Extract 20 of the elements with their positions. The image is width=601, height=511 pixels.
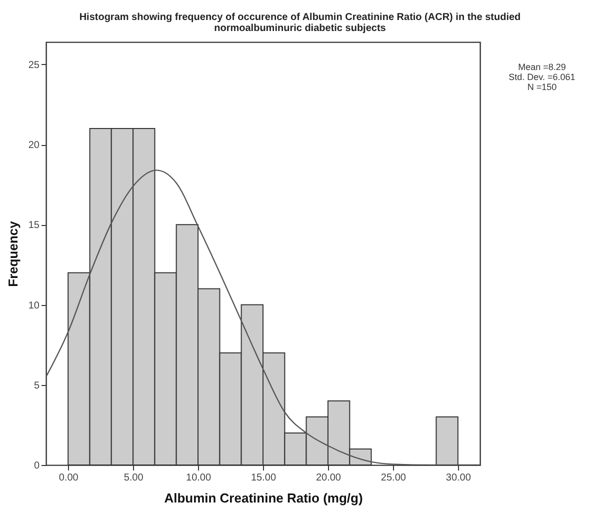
x-axis-title: Albumin Creatinine Ratio (mg/g): [164, 490, 363, 506]
y-tick-label: 0: [34, 460, 40, 472]
y-tick-label: 20: [28, 140, 40, 152]
x-tick-label: 25.00: [380, 472, 406, 484]
y-tick-label: 25: [28, 60, 40, 71]
y-tick-label: 10: [28, 300, 40, 312]
text: N =150: [526, 82, 558, 92]
x-tick-label: 15.00: [250, 472, 276, 484]
x-tick-label: 20.00: [316, 472, 342, 484]
text: Mean =8.29: [517, 62, 567, 72]
chart-title: Histogram showing frequency of occurence of Albumin Creatinine Ratio (ACR) in the studied normoalbuminuric diabetic subjects: [78, 12, 522, 34]
y-tick-label: 5: [34, 380, 40, 392]
x-tick-label: 30.00: [446, 472, 472, 484]
y-tick-label: 15: [28, 220, 40, 232]
line-series: [46, 170, 480, 465]
x-tick-label: 5.00: [124, 472, 144, 484]
y-axis-title: Frequency: [5, 220, 20, 287]
text: Std. Dev. =6.061: [508, 72, 576, 82]
x-tick-label: 10.00: [186, 472, 212, 484]
x-tick-label: 0.00: [58, 472, 79, 484]
